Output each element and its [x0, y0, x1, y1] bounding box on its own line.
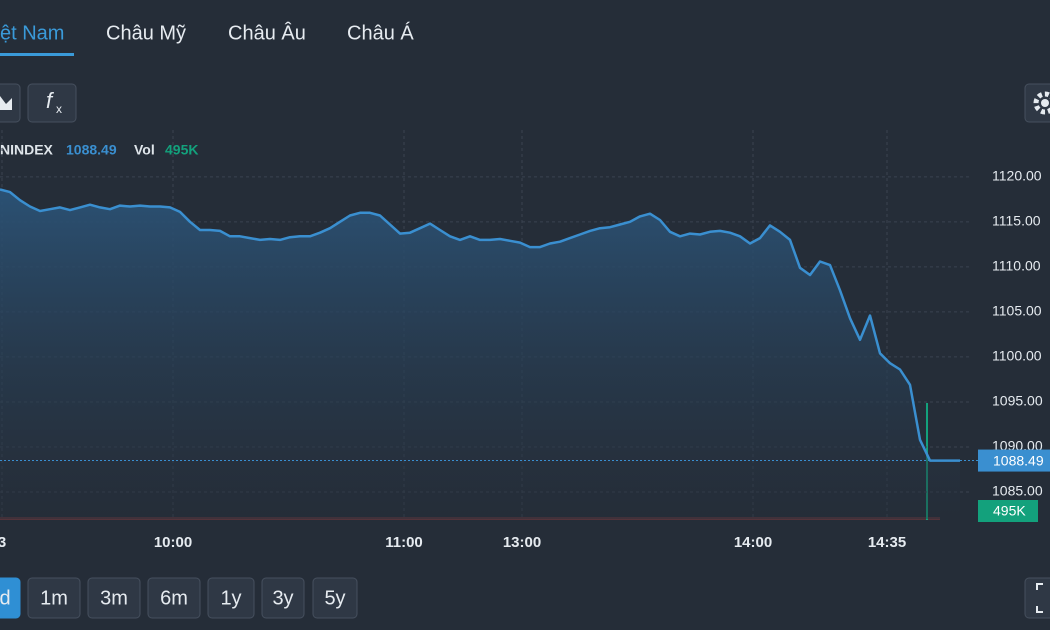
button-label: d	[0, 587, 11, 609]
button-bg	[1024, 577, 1050, 619]
button-bg	[207, 577, 255, 619]
indicator-button[interactable]: f x	[27, 83, 77, 123]
plot: 1085.001090.001095.001100.001105.001110.…	[0, 130, 1050, 551]
y-tick-label: 1110.00	[992, 258, 1041, 274]
range-button[interactable]: 1m	[27, 577, 81, 619]
button-bg	[27, 83, 77, 123]
last-price-label: 1088.49	[993, 452, 1044, 468]
range-button[interactable]: 3m	[87, 577, 141, 619]
volume-label: 495K	[993, 503, 1026, 519]
range-buttons: d 1m 3m 6m 1y 3y 5y	[0, 577, 358, 619]
button-bg	[87, 577, 141, 619]
button-bg	[147, 577, 201, 619]
tab-underline	[0, 53, 74, 56]
legend-symbol: NINDEX	[0, 142, 54, 158]
price-line	[0, 188, 960, 462]
x-tick-label: 3	[0, 534, 6, 551]
icon	[1036, 583, 1043, 613]
button-label: 3y	[272, 587, 293, 609]
button-label: 1m	[40, 587, 68, 609]
range-button[interactable]: 3y	[261, 577, 305, 619]
button-bg	[27, 577, 81, 619]
icon: x	[56, 102, 62, 116]
settings-button[interactable]	[1024, 83, 1050, 123]
range-button[interactable]: 1y	[207, 577, 255, 619]
y-tick-label: 1115.00	[992, 213, 1041, 229]
y-tick-label: 1100.00	[992, 348, 1042, 364]
icon: f	[46, 88, 55, 113]
button-label: 1y	[220, 587, 241, 609]
tab[interactable]: ệt Nam	[0, 22, 64, 44]
area-fill	[0, 189, 960, 519]
legend-price: 1088.49	[66, 142, 117, 158]
x-tick-label: 14:00	[734, 534, 772, 551]
y-tick-label: 1085.00	[992, 483, 1043, 499]
x-tick-label: 11:00	[385, 534, 423, 551]
y-tick-label: 1105.00	[992, 303, 1042, 319]
legend-vol: 495K	[165, 142, 198, 158]
chart-type-button[interactable]	[0, 83, 21, 123]
button-bg	[312, 577, 358, 619]
volume-box	[978, 500, 1038, 522]
x-tick-label: 10:00	[154, 534, 192, 551]
icon	[1041, 99, 1049, 107]
icon	[1033, 91, 1050, 115]
legend-vol-label: Vol	[134, 142, 155, 158]
range-button[interactable]: d	[0, 577, 21, 619]
tab[interactable]: Châu Á	[347, 21, 414, 44]
icon	[0, 96, 12, 110]
button-label: 3m	[100, 587, 128, 609]
x-tick-label: 13:00	[503, 534, 541, 551]
y-tick-label: 1095.00	[992, 393, 1043, 409]
tab[interactable]: Châu Mỹ	[106, 22, 186, 44]
button-label: 6m	[160, 587, 188, 609]
button-bg	[261, 577, 305, 619]
range-button[interactable]: 5y	[312, 577, 358, 619]
button-label: 5y	[324, 587, 345, 609]
x-tick-label: 14:35	[868, 534, 906, 551]
tab[interactable]: Châu Âu	[228, 21, 306, 44]
last-price-box	[978, 449, 1050, 472]
button-bg	[0, 577, 21, 619]
y-tick-label: 1120.00	[992, 168, 1042, 184]
fullscreen-button[interactable]	[1024, 577, 1050, 619]
range-button[interactable]: 6m	[147, 577, 201, 619]
